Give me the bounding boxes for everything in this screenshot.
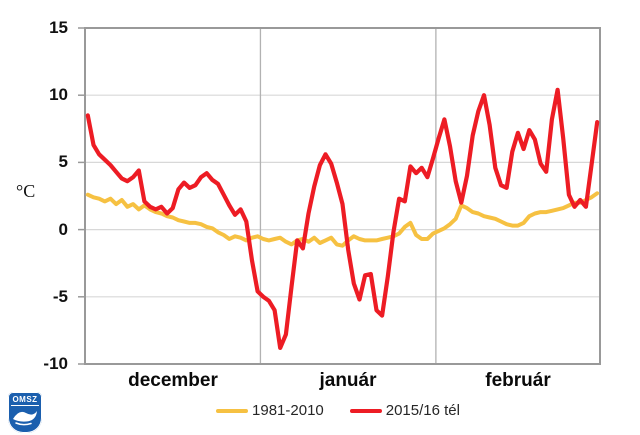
legend-line-swatch-yellow	[216, 408, 249, 413]
legend-item-normal: 1981-2010	[216, 402, 324, 419]
x-axis-month-januar: január	[319, 370, 377, 391]
x-axis-month-december: december	[128, 370, 218, 391]
x-axis-month-februar: február	[485, 370, 551, 391]
legend-item-2015-16: 2015/16 tél	[349, 402, 460, 419]
y-axis-unit-label: °C	[16, 181, 36, 201]
omsz-logo: OMSZ	[8, 392, 42, 433]
omsz-logo-text: OMSZ	[11, 395, 39, 406]
legend-label: 1981-2010	[252, 402, 324, 419]
y-axis-tick-label: 0	[58, 220, 68, 239]
legend-label: 2015/16 tél	[385, 402, 460, 419]
legend-line-swatch-red	[349, 408, 382, 413]
omsz-logo-wave-icon	[13, 411, 37, 426]
y-axis-tick-label: 10	[49, 85, 68, 104]
y-axis-tick-label: -5	[52, 287, 68, 306]
chart-legend: 1981-2010 2015/16 tél	[18, 402, 640, 419]
y-axis-tick-label: 5	[58, 152, 68, 171]
y-axis-tick-label: -10	[43, 354, 68, 373]
y-axis-tick-label: 15	[49, 18, 68, 37]
